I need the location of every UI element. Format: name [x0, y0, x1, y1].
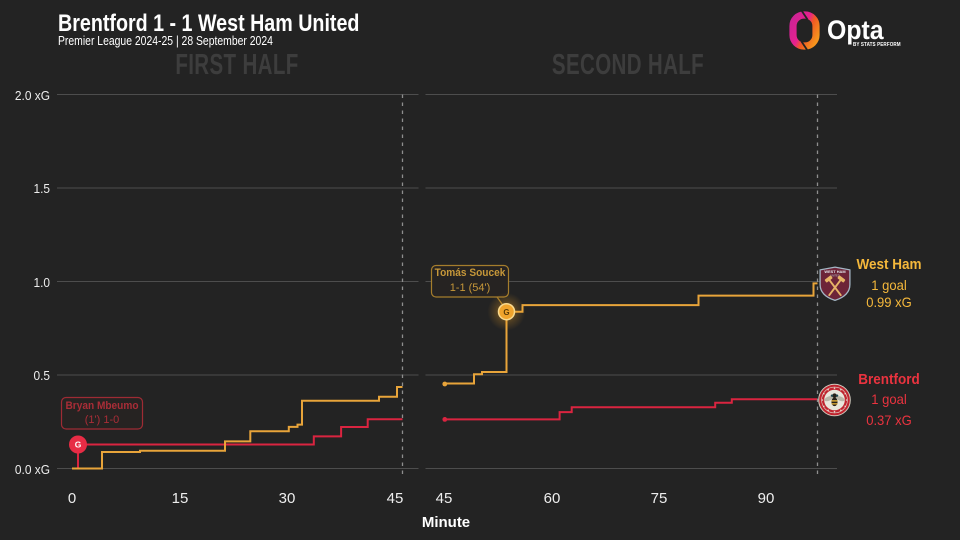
svg-text:WEST HAM: WEST HAM	[824, 269, 845, 274]
svg-text:G: G	[503, 308, 509, 317]
svg-text:UNITED: UNITED	[830, 275, 840, 278]
svg-text:G: G	[75, 440, 82, 450]
